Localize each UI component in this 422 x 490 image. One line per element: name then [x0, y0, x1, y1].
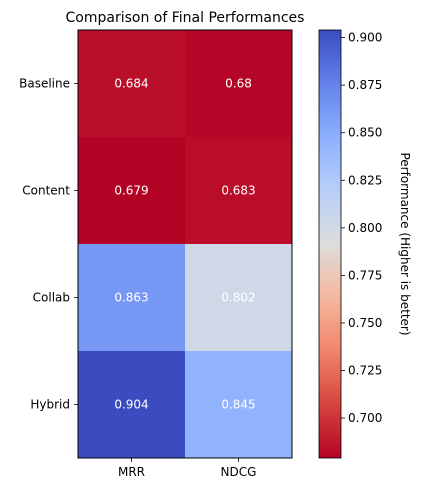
heatmap-cell — [185, 351, 293, 459]
cell-value-label: 0.863 — [114, 291, 148, 305]
heatmap-cell — [78, 351, 186, 459]
x-axis: MRR NDCG — [118, 458, 256, 479]
x-tick-label: NDCG — [221, 465, 257, 479]
colorbar-tick-label: 0.700 — [348, 411, 382, 425]
colorbar-axis: 0.700 0.725 0.750 0.775 0.800 0.825 0.850 0.875… — [341, 31, 382, 425]
colorbar-tick-label: 0.750 — [348, 316, 382, 330]
heatmap-cell — [185, 244, 293, 352]
colorbar-tick-label: 0.775 — [348, 268, 382, 282]
colorbar-label: Performance (Higher is better) — [398, 152, 412, 335]
cell-value-label: 0.845 — [221, 398, 255, 412]
colorbar-tick-label: 0.875 — [348, 78, 382, 92]
cell-value-label: 0.802 — [221, 291, 255, 305]
y-tick-label: Hybrid — [30, 398, 70, 412]
x-tick-label: MRR — [118, 465, 145, 479]
heatmap-cell-labels: 0.684 0.68 0.679 0.683 0.863 0.802 0.904 0.845 — [114, 77, 255, 412]
colorbar — [318, 29, 342, 459]
cell-value-label: 0.683 — [221, 184, 255, 198]
chart-title: Comparison of Final Performances — [66, 10, 305, 26]
colorbar-tick-label: 0.800 — [348, 221, 382, 235]
colorbar-tick-label: 0.900 — [348, 31, 382, 45]
heatmap-cell — [78, 244, 186, 352]
y-tick-label: Collab — [33, 291, 70, 305]
colorbar-tick-label: 0.725 — [348, 363, 382, 377]
cell-value-label: 0.904 — [114, 398, 148, 412]
y-tick-label: Baseline — [19, 77, 70, 91]
heatmap-cell — [185, 30, 293, 138]
heatmap-cell — [78, 137, 186, 245]
colorbar-tick-label: 0.850 — [348, 126, 382, 140]
colorbar-tick-label: 0.825 — [348, 173, 382, 187]
y-tick-label: Content — [22, 184, 70, 198]
cell-value-label: 0.684 — [114, 77, 148, 91]
heatmap-cell — [185, 137, 293, 245]
cell-value-label: 0.679 — [114, 184, 148, 198]
heatmap-cell — [78, 30, 186, 138]
y-axis: Baseline Content Collab Hybrid — [19, 77, 78, 412]
cell-value-label: 0.68 — [225, 77, 252, 91]
heatmap-cells — [78, 30, 293, 459]
heatmap-frame — [77, 29, 293, 459]
